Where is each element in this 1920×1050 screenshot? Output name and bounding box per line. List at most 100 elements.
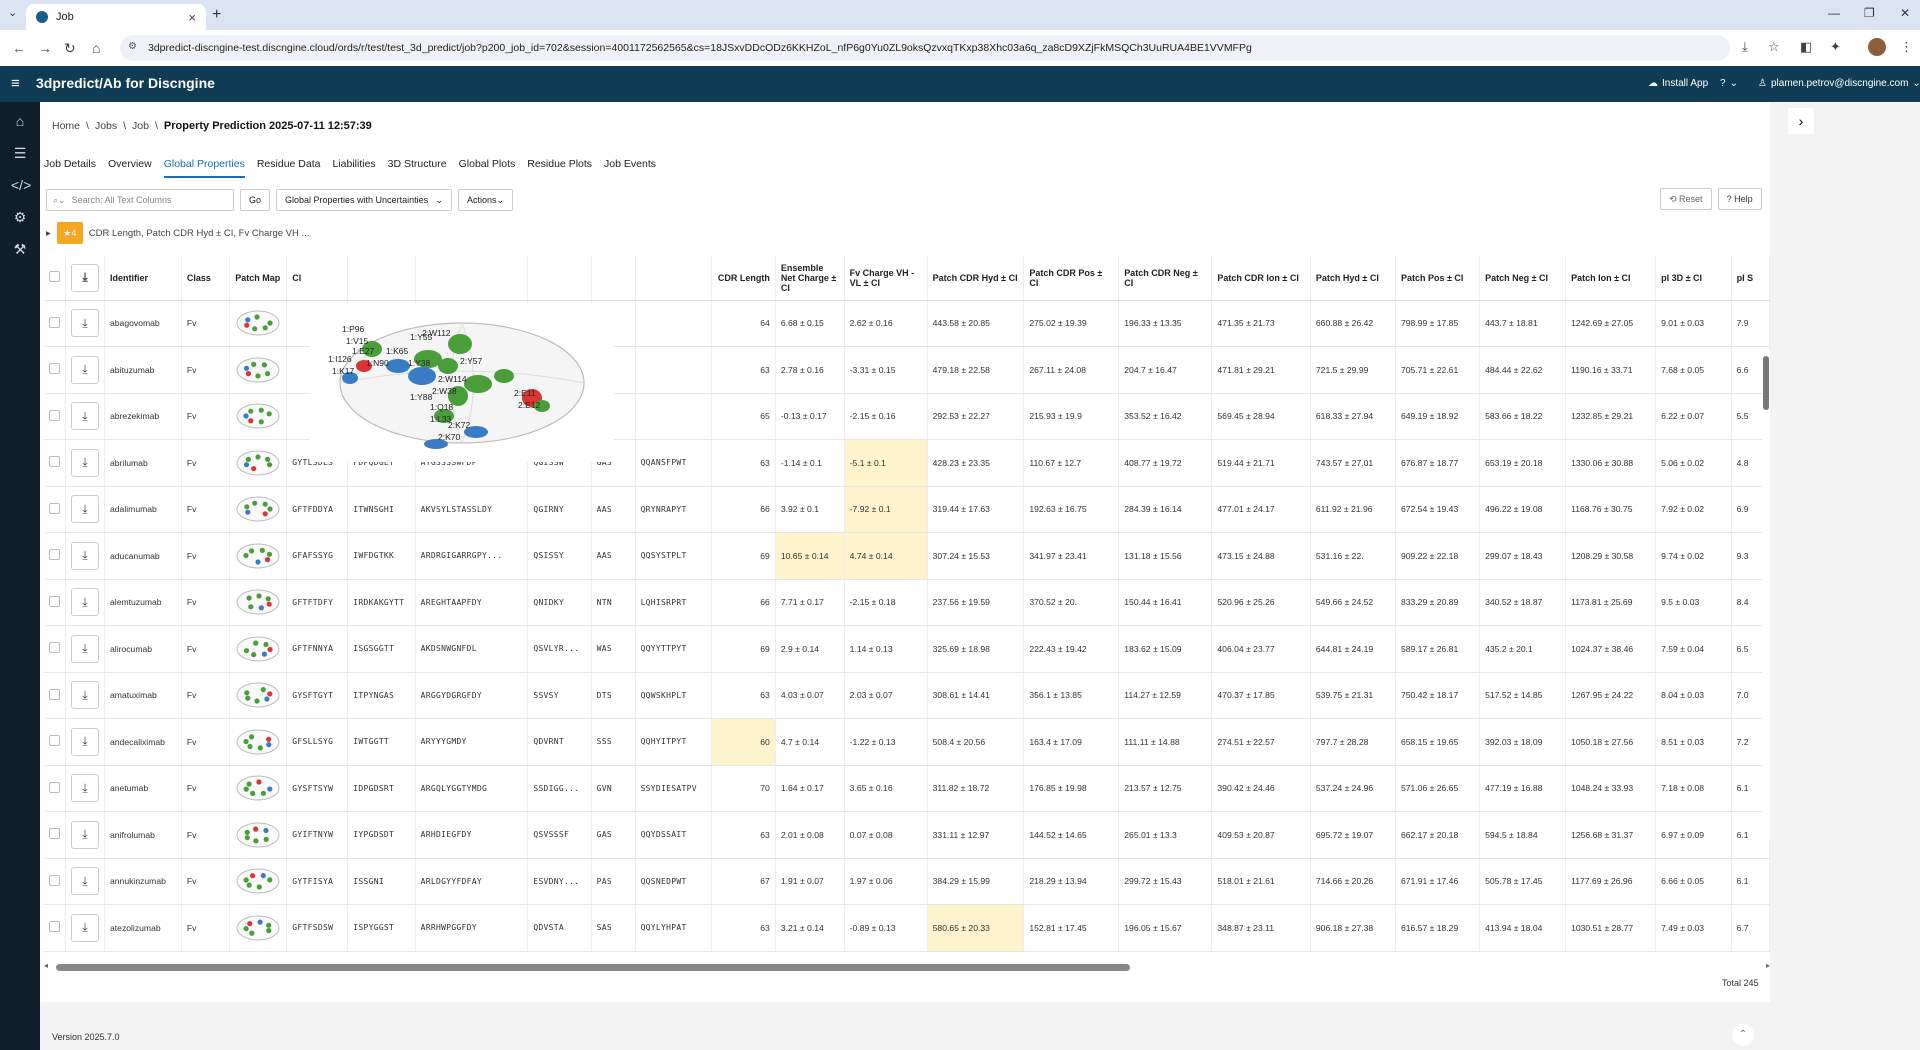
- download-icon[interactable]: ⤓: [71, 867, 99, 896]
- identifier-cell[interactable]: anetumab: [104, 765, 182, 812]
- row-select-cell[interactable]: [44, 486, 66, 533]
- tab-3d-structure[interactable]: 3D Structure: [387, 158, 447, 170]
- row-download-cell[interactable]: ⤓: [65, 439, 105, 487]
- install-app-button[interactable]: ☁ Install App: [1648, 78, 1708, 89]
- select-all-header[interactable]: [44, 256, 66, 301]
- patch-map-thumbnail[interactable]: [235, 634, 281, 664]
- report-select[interactable]: Global Properties with Uncertainties ⌄: [276, 189, 453, 211]
- translate-icon[interactable]: ◧: [1800, 39, 1813, 54]
- col-patch-neg[interactable]: Patch Neg ± CI: [1479, 256, 1567, 301]
- col-patch-cdr-neg[interactable]: Patch CDR Neg ± CI: [1118, 256, 1213, 301]
- tab-job-details[interactable]: Job Details: [44, 158, 96, 170]
- patch-map-thumbnail[interactable]: [235, 820, 281, 850]
- row-checkbox[interactable]: [49, 502, 60, 514]
- download-icon[interactable]: ⤓: [71, 495, 99, 524]
- col-patch-cdr-pos[interactable]: Patch CDR Pos ± CI: [1023, 256, 1120, 301]
- row-select-cell[interactable]: [44, 811, 66, 859]
- row-checkbox[interactable]: [49, 921, 60, 933]
- identifier-cell[interactable]: amatuximab: [104, 672, 182, 719]
- row-checkbox[interactable]: [49, 549, 60, 561]
- row-download-cell[interactable]: ⤓: [65, 672, 105, 719]
- identifier-cell[interactable]: anifrolumab: [104, 811, 182, 859]
- patch-map-cell[interactable]: [229, 300, 288, 347]
- go-button[interactable]: Go: [240, 189, 271, 211]
- col-patch-hyd[interactable]: Patch Hyd ± CI: [1310, 256, 1396, 301]
- row-download-cell[interactable]: ⤓: [65, 346, 105, 394]
- patch-map-thumbnail[interactable]: [235, 913, 281, 943]
- patch-map-thumbnail[interactable]: [235, 727, 281, 757]
- row-select-cell[interactable]: [44, 300, 66, 347]
- download-icon[interactable]: ⤓: [71, 681, 99, 710]
- extensions-icon[interactable]: ✦: [1830, 39, 1841, 54]
- identifier-cell[interactable]: andecaliximab: [104, 718, 182, 766]
- breadcrumb-jobs[interactable]: Jobs: [94, 120, 118, 132]
- minimize-icon[interactable]: —: [1828, 6, 1840, 20]
- download-icon[interactable]: ⤓: [71, 727, 99, 756]
- row-download-cell[interactable]: ⤓: [65, 811, 105, 859]
- new-tab-icon[interactable]: +: [212, 6, 222, 23]
- tab-residue-data[interactable]: Residue Data: [256, 158, 321, 170]
- tab-liabilities[interactable]: Liabilities: [332, 158, 376, 170]
- forward-icon[interactable]: →: [38, 40, 52, 56]
- row-checkbox[interactable]: [49, 828, 60, 840]
- back-icon[interactable]: ←: [12, 40, 26, 56]
- close-tab-icon[interactable]: ×: [188, 9, 196, 25]
- col-pi-3d[interactable]: pI 3D ± CI: [1655, 256, 1732, 301]
- identifier-cell[interactable]: atezolizumab: [104, 904, 182, 952]
- code-nav-icon[interactable]: </>: [11, 177, 32, 193]
- bookmark-star-icon[interactable]: ☆: [1768, 39, 1780, 54]
- tab-list-chevron-icon[interactable]: ⌄: [8, 7, 18, 19]
- col-l2[interactable]: [591, 256, 636, 301]
- patch-map-cell[interactable]: [229, 486, 288, 533]
- identifier-cell[interactable]: alirocumab: [104, 625, 182, 673]
- tab-global-plots[interactable]: Global Plots: [458, 158, 516, 170]
- vertical-scrollbar[interactable]: [1762, 350, 1770, 840]
- identifier-cell[interactable]: abituzumab: [104, 346, 182, 394]
- row-checkbox[interactable]: [49, 781, 60, 793]
- site-info-icon[interactable]: ⚙: [128, 41, 137, 52]
- patch-map-thumbnail[interactable]: [235, 866, 281, 896]
- row-checkbox[interactable]: [49, 595, 60, 607]
- col-c1[interactable]: Cl: [286, 256, 349, 301]
- row-select-cell[interactable]: [44, 672, 66, 719]
- home-nav-icon[interactable]: ⌂: [15, 113, 25, 129]
- row-select-cell[interactable]: [44, 532, 66, 580]
- patch-map-thumbnail[interactable]: [235, 448, 281, 478]
- address-bar[interactable]: ⚙ 3dpredict-discngine-test.discngine.clo…: [120, 35, 1730, 61]
- patch-map-cell[interactable]: [229, 579, 288, 626]
- highlight-badge[interactable]: ★ 4: [56, 222, 83, 244]
- browser-tab[interactable]: Job ×: [26, 4, 206, 30]
- horizontal-scrollbar[interactable]: ◂ ▸: [44, 960, 1770, 974]
- highlight-summary[interactable]: CDR Length, Patch CDR Hyd ± CI, Fv Charg…: [88, 227, 310, 239]
- row-download-cell[interactable]: ⤓: [65, 718, 105, 766]
- row-checkbox[interactable]: [49, 688, 60, 700]
- row-checkbox[interactable]: [49, 316, 60, 328]
- patch-map-cell[interactable]: [229, 811, 288, 859]
- patch-map-cell[interactable]: [229, 346, 288, 394]
- download-icon[interactable]: ⤓: [71, 774, 99, 803]
- profile-avatar[interactable]: [1868, 38, 1886, 56]
- patch-map-cell[interactable]: [229, 718, 288, 766]
- download-icon[interactable]: ⤓: [71, 309, 99, 338]
- row-download-cell[interactable]: ⤓: [65, 486, 105, 533]
- user-menu-button[interactable]: ♙ plamen.petrov@discngine.com ⌄: [1758, 78, 1920, 89]
- row-checkbox[interactable]: [49, 456, 60, 468]
- row-download-cell[interactable]: ⤓: [65, 904, 105, 952]
- help-button[interactable]: ? Help: [1717, 188, 1762, 210]
- install-page-icon[interactable]: ⤓: [1742, 39, 1748, 54]
- row-download-cell[interactable]: ⤓: [65, 393, 105, 440]
- patch-map-thumbnail[interactable]: [235, 587, 281, 617]
- col-l1[interactable]: [527, 256, 592, 301]
- col-patch-ion[interactable]: Patch Ion ± CI: [1565, 256, 1657, 301]
- admin-tools-nav-icon[interactable]: ⚒: [13, 241, 27, 257]
- download-all-icon[interactable]: ⤓: [71, 263, 99, 292]
- col-cdr-length[interactable]: CDR Length: [711, 256, 776, 301]
- row-checkbox[interactable]: [49, 409, 60, 421]
- search-input[interactable]: ⌕⌄ Search: All Text Columns: [46, 189, 234, 211]
- patch-map-thumbnail[interactable]: [235, 355, 281, 385]
- identifier-cell[interactable]: aducanumab: [104, 532, 182, 580]
- col-ensemble-net-charge[interactable]: Ensemble Net Charge ± CI: [775, 256, 845, 301]
- download-icon[interactable]: ⤓: [71, 634, 99, 663]
- patch-map-thumbnail[interactable]: [235, 494, 281, 524]
- patch-map-cell[interactable]: [229, 393, 288, 440]
